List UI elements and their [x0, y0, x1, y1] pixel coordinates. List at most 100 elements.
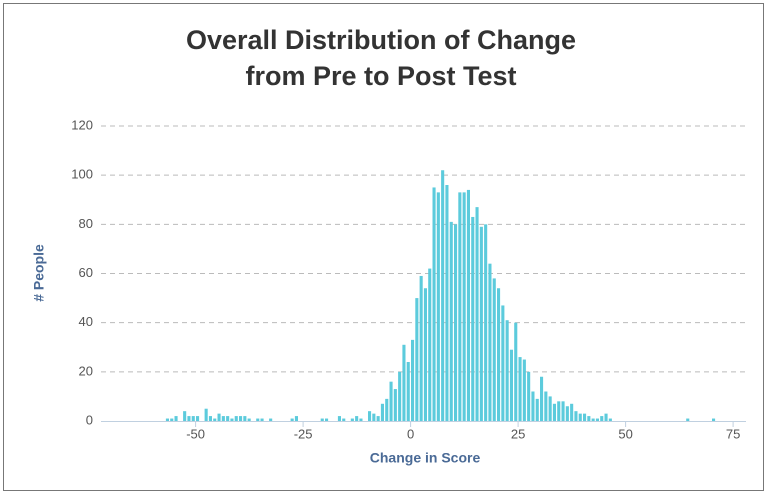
bar — [170, 418, 174, 421]
bar — [183, 411, 187, 421]
bar — [445, 185, 449, 421]
bar — [411, 339, 415, 421]
bar — [368, 411, 372, 421]
bar — [355, 416, 359, 421]
chart-title: Overall Distribution of Change — [186, 25, 576, 55]
y-tick-label: 0 — [86, 412, 93, 427]
x-tick-label: -25 — [294, 426, 313, 441]
bar — [393, 389, 397, 421]
y-tick-label: 40 — [79, 314, 93, 329]
bar — [509, 349, 513, 421]
bar — [217, 413, 221, 421]
bar — [557, 401, 561, 421]
chart-title: from Pre to Post Test — [245, 61, 516, 91]
bar — [325, 418, 329, 421]
x-tick-label: 25 — [511, 426, 525, 441]
bar — [466, 189, 470, 421]
bar — [402, 344, 406, 421]
bar — [570, 403, 574, 421]
y-tick-label: 120 — [71, 117, 93, 132]
bar — [213, 418, 217, 421]
x-tick-label: 50 — [618, 426, 632, 441]
bar — [492, 278, 496, 421]
frame — [3, 3, 764, 491]
bar — [165, 418, 169, 421]
bar — [505, 320, 509, 421]
bar — [518, 357, 522, 421]
bar — [385, 398, 389, 421]
bar — [350, 418, 354, 421]
bar — [488, 263, 492, 421]
bar — [342, 418, 346, 421]
bar — [320, 418, 324, 421]
bar — [221, 416, 225, 421]
bar — [204, 408, 208, 421]
bar — [501, 305, 505, 421]
x-tick-label: -50 — [186, 426, 205, 441]
bar — [544, 391, 548, 421]
bar — [686, 418, 690, 421]
bar — [419, 275, 423, 421]
y-axis-title: # People — [31, 244, 47, 302]
bar — [535, 398, 539, 421]
bar — [449, 221, 453, 421]
bar — [583, 413, 587, 421]
bar — [239, 416, 243, 421]
bar — [587, 416, 591, 421]
bar — [372, 413, 376, 421]
bar — [423, 288, 427, 421]
bar — [462, 192, 466, 421]
bar — [565, 406, 569, 421]
bar — [226, 416, 230, 421]
bar — [256, 418, 260, 421]
bar — [527, 371, 531, 421]
bar — [432, 187, 436, 421]
bar — [234, 416, 238, 421]
bar — [389, 381, 393, 421]
y-tick-label: 80 — [79, 216, 93, 231]
bar — [522, 359, 526, 421]
bar — [608, 418, 612, 421]
bar — [604, 413, 608, 421]
bar — [436, 192, 440, 421]
bar — [174, 416, 178, 421]
x-tick-label: 75 — [726, 426, 740, 441]
bar — [337, 416, 341, 421]
bar — [475, 207, 479, 421]
bar — [497, 288, 501, 421]
bar — [540, 376, 544, 421]
bar — [359, 418, 363, 421]
bar — [454, 224, 458, 421]
bar — [712, 418, 716, 421]
bar — [514, 322, 518, 421]
bar — [574, 411, 578, 421]
bar — [458, 192, 462, 421]
y-tick-label: 20 — [79, 363, 93, 378]
bar — [376, 416, 380, 421]
bar — [230, 418, 234, 421]
bar — [196, 416, 200, 421]
bar — [591, 418, 595, 421]
bar — [191, 416, 195, 421]
x-axis-title: Change in Score — [370, 450, 481, 466]
bar — [208, 416, 212, 421]
y-tick-label: 60 — [79, 265, 93, 280]
bar — [406, 362, 410, 421]
bar — [548, 396, 552, 421]
bar — [484, 224, 488, 421]
y-tick-label: 100 — [71, 167, 93, 182]
bar — [578, 413, 582, 421]
bar — [294, 416, 298, 421]
bar — [479, 226, 483, 421]
bar — [269, 418, 273, 421]
bar — [531, 391, 535, 421]
bar — [187, 416, 191, 421]
bar — [471, 216, 475, 421]
bar — [290, 418, 294, 421]
bar — [595, 418, 599, 421]
bar — [600, 416, 604, 421]
bar — [243, 416, 247, 421]
bar — [441, 170, 445, 421]
x-tick-label: 0 — [407, 426, 414, 441]
